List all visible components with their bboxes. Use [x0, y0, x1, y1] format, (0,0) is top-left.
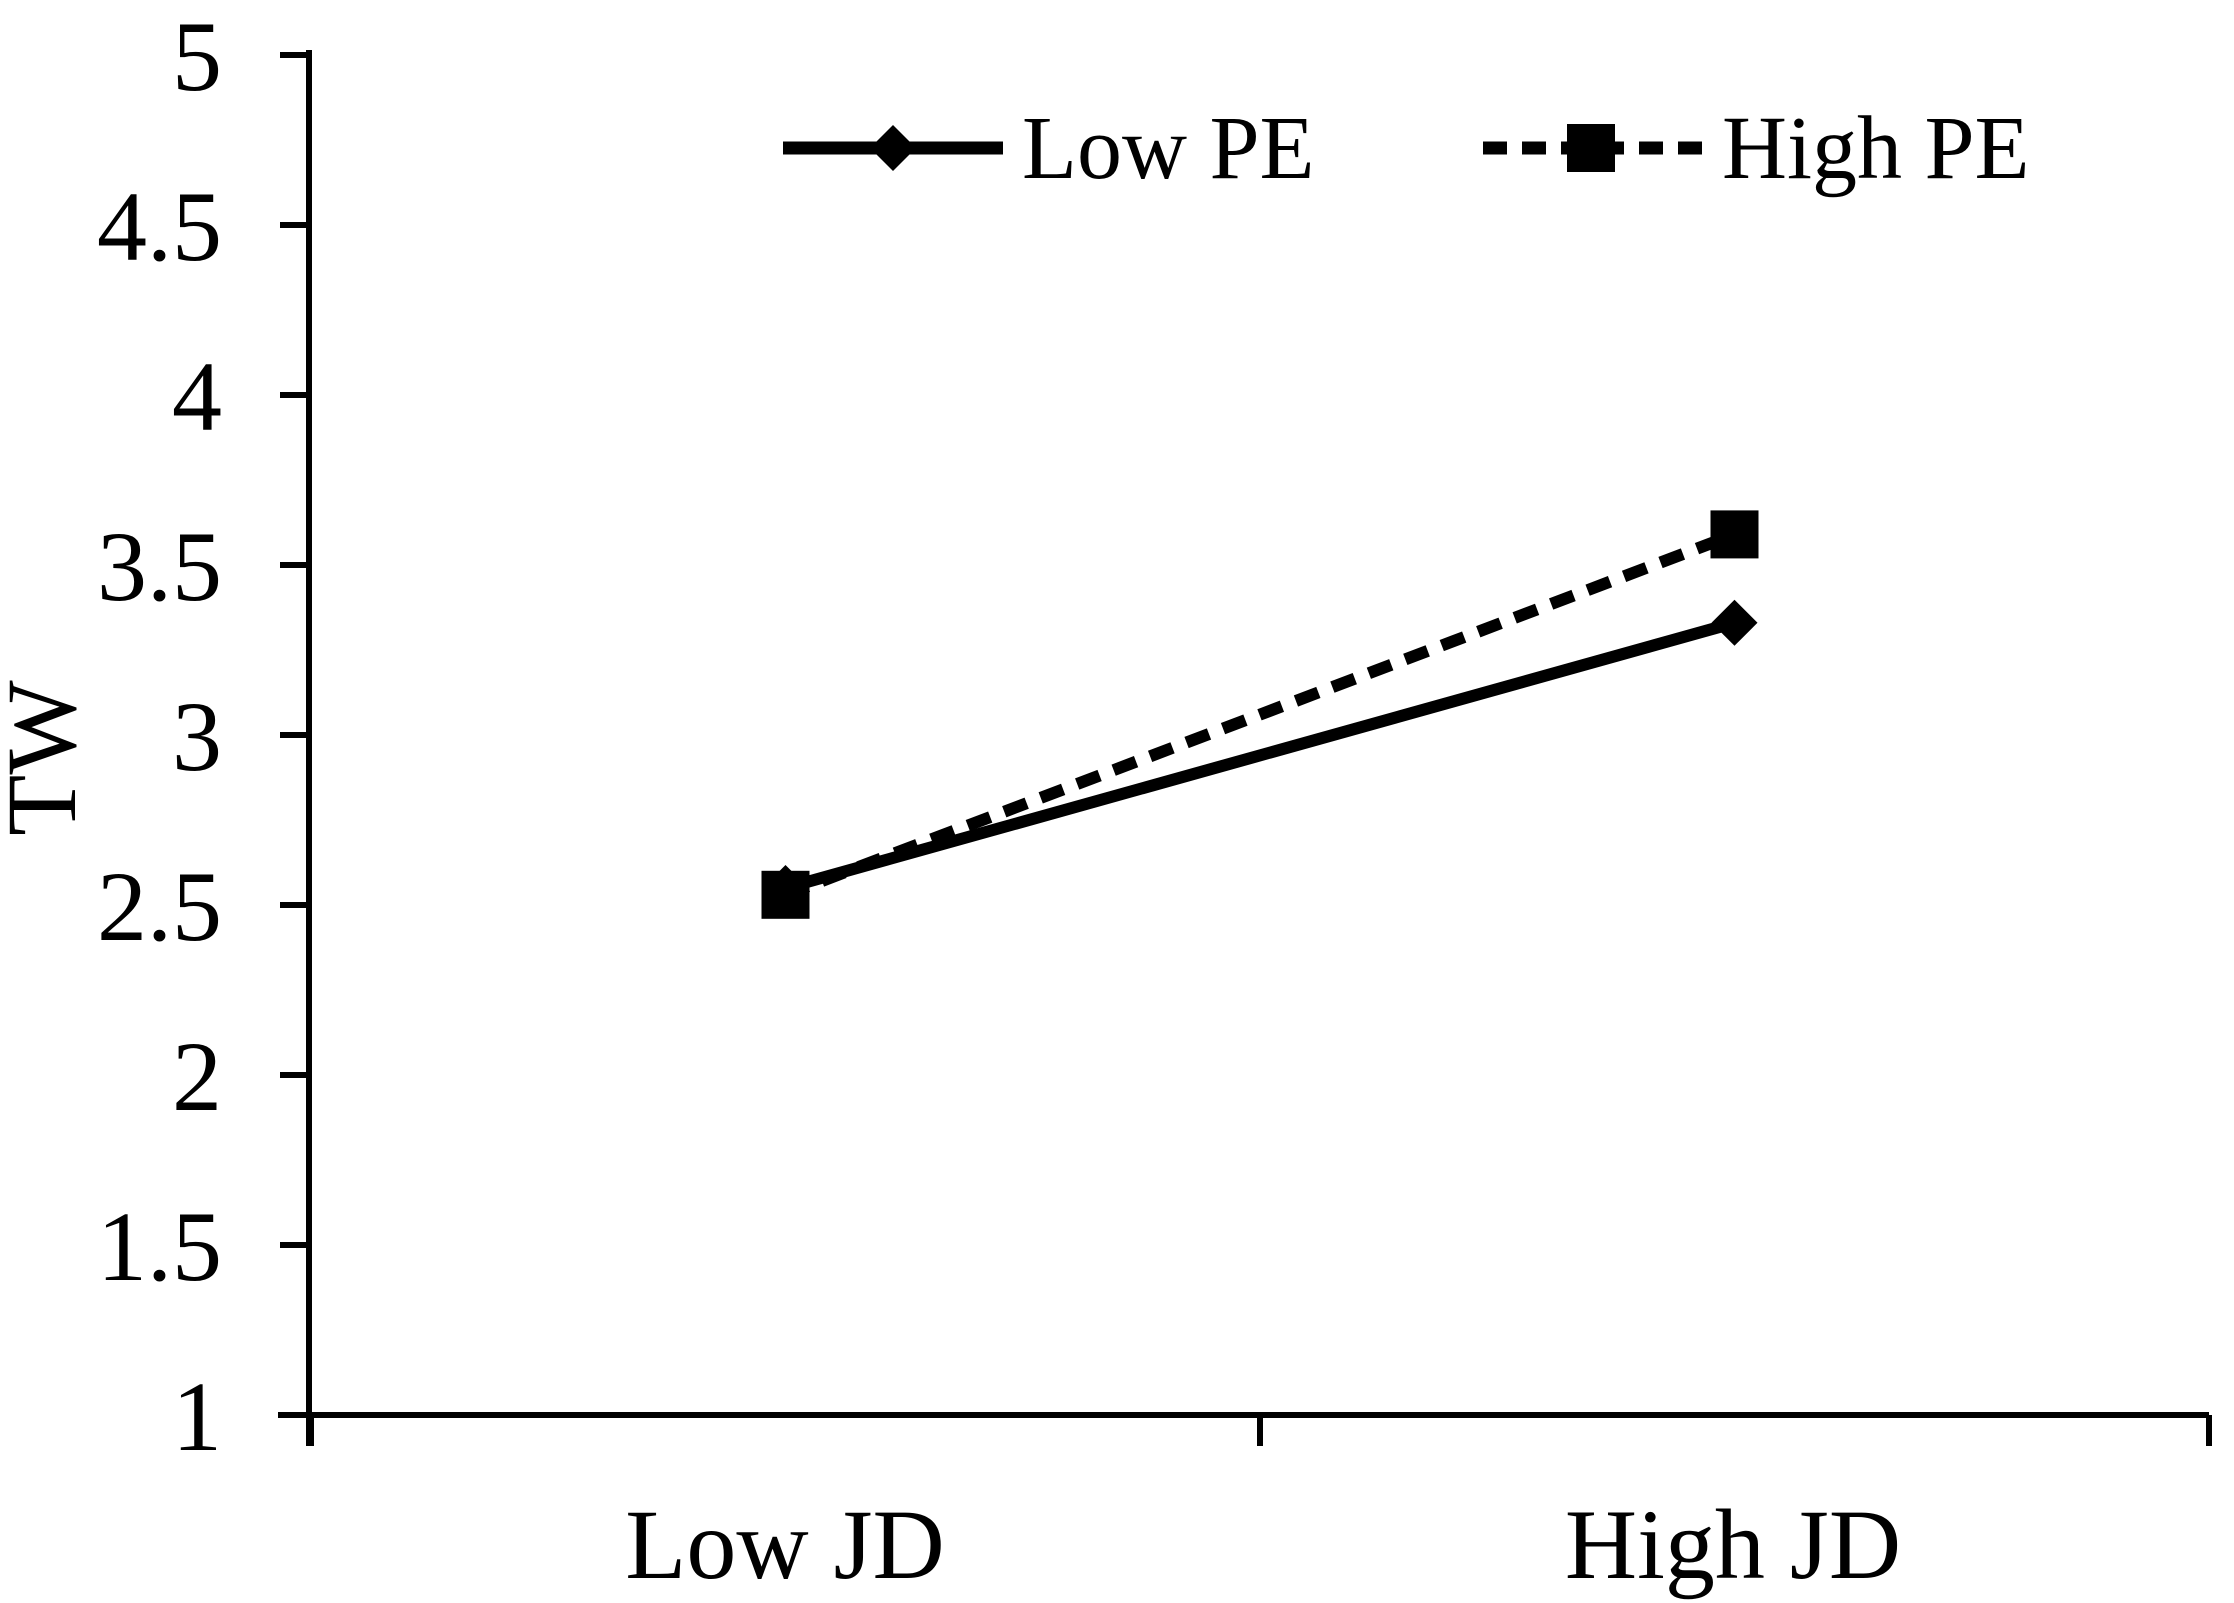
- data-point-square-high-pe: [1710, 510, 1759, 559]
- legend: Low PE High PE: [783, 99, 2030, 198]
- x-category-label-low-jd: Low JD: [625, 1489, 944, 1600]
- legend-label-low-pe: Low PE: [1022, 99, 1315, 198]
- legend-label-high-pe: High PE: [1722, 99, 2030, 198]
- y-tick-label: 1.5: [97, 1191, 222, 1302]
- y-tick-label: 2: [172, 1021, 222, 1132]
- series-line-low-pe: [783, 617, 1737, 894]
- legend-diamond-marker-icon: [870, 125, 916, 171]
- series-line-high-pe: [783, 528, 1737, 901]
- legend-item-low-pe: Low PE: [783, 99, 1315, 198]
- y-tick-label: 3.5: [97, 511, 222, 622]
- y-tick-label: 3: [172, 681, 222, 792]
- legend-item-high-pe: High PE: [1483, 99, 2030, 198]
- y-tick-label: 4.5: [97, 171, 222, 282]
- series-group: [761, 510, 1759, 919]
- y-tick-label: 4: [172, 341, 222, 452]
- y-tick-label: 5: [172, 1, 222, 112]
- data-point-square-high-pe: [761, 870, 810, 919]
- y-tick-label: 1: [172, 1361, 222, 1472]
- y-axis-title: TW: [0, 680, 97, 836]
- y-axis-ticks: 1 1.5 2 2.5 3 3.5 4 4.5 5: [97, 1, 311, 1472]
- data-point-diamond-low-pe: [1711, 599, 1758, 646]
- y-tick-label: 2.5: [97, 851, 222, 962]
- x-category-label-high-jd: High JD: [1565, 1489, 1901, 1600]
- x-axis-ticks: [308, 1415, 2212, 1446]
- legend-square-marker-icon: [1567, 124, 1615, 172]
